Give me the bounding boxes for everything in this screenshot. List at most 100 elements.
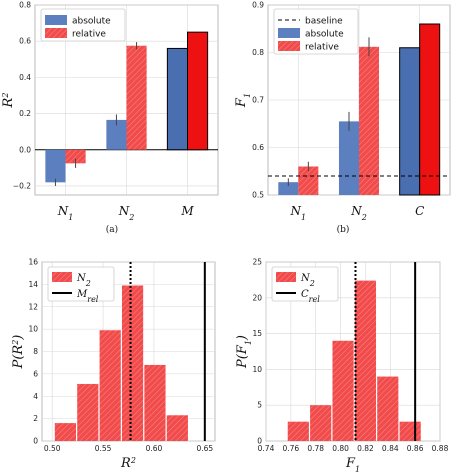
x-category-label: N1	[57, 204, 74, 222]
x-category-label-part: 2	[128, 213, 134, 222]
panel-caption: (a)	[106, 224, 118, 235]
legend-label: N2	[300, 273, 315, 288]
y-tick-label: 0.9	[252, 1, 264, 10]
legend-swatch-relative	[278, 41, 300, 51]
y-axis-label-text-part: R	[1, 97, 16, 108]
x-category-label-part: N	[290, 204, 302, 218]
x-category-label: C	[415, 204, 424, 218]
y-tick-label: 5	[257, 401, 262, 410]
y-tick-label: 12	[28, 302, 38, 311]
x-tick-label: 0.65	[196, 444, 213, 453]
legend-label: absolute	[305, 30, 344, 40]
x-tick-label: 0.50	[44, 444, 61, 453]
x-category-label: M	[180, 204, 194, 218]
x-category-label: N2	[350, 204, 367, 222]
hist-bar	[354, 280, 377, 441]
y-axis-label-text-part: 2	[11, 340, 20, 346]
legend-label: Crel	[301, 289, 320, 304]
legend-label-part: 2	[309, 279, 315, 288]
y-tick-label: 0	[257, 437, 262, 446]
legend-label-part: M	[76, 289, 88, 300]
hist-bar	[332, 340, 354, 441]
legend-label-part: rel	[309, 295, 321, 304]
chart-a: −0.20.00.20.40.60.8N1 N2 MR2absoluterelati…	[1, 1, 219, 235]
chart-b: 0.50.60.70.80.9N1 N2 CF1baselineabsolutere…	[234, 1, 451, 235]
x-category-label: N2	[118, 204, 135, 222]
y-tick-label: 15	[252, 329, 262, 338]
x-tick-label: 0.86	[407, 444, 424, 453]
hist-bar	[99, 330, 121, 441]
y-axis-label-text-part: F	[234, 97, 249, 108]
y-axis-label-text-part: )	[11, 335, 26, 341]
bar-relative	[419, 23, 441, 196]
legend-swatch-absolute	[45, 15, 67, 25]
hist-bar	[399, 421, 421, 441]
legend-label: N2	[76, 273, 91, 288]
x-category-label-part: 1	[301, 213, 306, 222]
y-tick-label: 0.5	[252, 191, 264, 200]
bar-absolute	[45, 149, 66, 183]
hist-bar	[144, 364, 166, 441]
x-tick-label: 0.80	[332, 444, 349, 453]
bar-relative	[359, 46, 380, 195]
x-category-label-part: M	[180, 204, 194, 218]
x-axis-label: R2	[120, 456, 136, 472]
y-tick-label: 0.2	[19, 109, 31, 118]
x-category-label-part: N	[118, 204, 130, 218]
x-tick-label: 0.60	[146, 444, 163, 453]
x-axis-label-part: R	[120, 456, 131, 471]
y-tick-label: 10	[28, 325, 38, 334]
legend-label-part: rel	[87, 295, 99, 304]
legend: absolute relative	[40, 8, 126, 42]
y-axis-label-text-part: )	[235, 335, 250, 341]
y-tick-label: 20	[252, 293, 262, 302]
x-tick-label: 0.84	[382, 444, 399, 453]
y-tick-label: 0.8	[19, 1, 31, 10]
y-axis-label-text-part: 2	[1, 93, 10, 99]
y-tick-label: 0.8	[252, 48, 264, 57]
hist-bar	[77, 383, 99, 441]
y-tick-label: 14	[28, 280, 38, 289]
y-axis-label: P(R2)	[11, 335, 27, 370]
x-axis-label-part: 1	[355, 465, 360, 474]
y-tick-label: 0.0	[19, 145, 31, 154]
x-tick-label: 0.55	[95, 444, 112, 453]
bar-absolute	[166, 47, 188, 151]
legend-swatch-hist	[52, 272, 72, 282]
y-axis-label-text: F1	[234, 93, 252, 108]
y-tick-label: 6	[33, 369, 38, 378]
hist-bar	[166, 415, 188, 441]
y-axis-label-text-part: P(F	[235, 344, 250, 369]
y-tick-label: 16	[28, 258, 38, 267]
legend-label: relative	[72, 30, 106, 40]
y-tick-label: 0	[33, 437, 38, 446]
legend-label: Mrel	[76, 289, 99, 304]
x-tick-label: 0.76	[283, 444, 300, 453]
x-axis-label-part: F	[345, 456, 356, 471]
legend: baseline absolute relative	[273, 8, 359, 55]
legend-swatch-absolute	[278, 28, 300, 38]
hist-bar	[377, 376, 399, 441]
y-axis-label-text-part: P(R	[11, 345, 26, 370]
y-tick-label: 0.7	[252, 96, 264, 105]
y-tick-label: 25	[252, 258, 262, 267]
y-axis-label-text: P(F1)	[235, 335, 253, 369]
panel-caption: (b)	[337, 224, 350, 235]
hist-bar	[287, 421, 309, 441]
legend-label-part: 2	[85, 279, 91, 288]
y-tick-label: 2	[33, 414, 38, 423]
y-axis-label: R2	[1, 93, 17, 109]
bar-relative	[298, 166, 319, 195]
x-axis-label: F1	[345, 456, 360, 474]
legend-swatch-relative	[45, 28, 67, 38]
x-category-label-part: C	[415, 204, 424, 218]
y-axis-label-text-part: 1	[244, 340, 253, 345]
y-tick-label: 8	[33, 347, 38, 356]
hist-bar	[121, 285, 144, 441]
x-tick-label: 0.82	[357, 444, 374, 453]
y-axis-label-text-part: 1	[243, 93, 252, 98]
